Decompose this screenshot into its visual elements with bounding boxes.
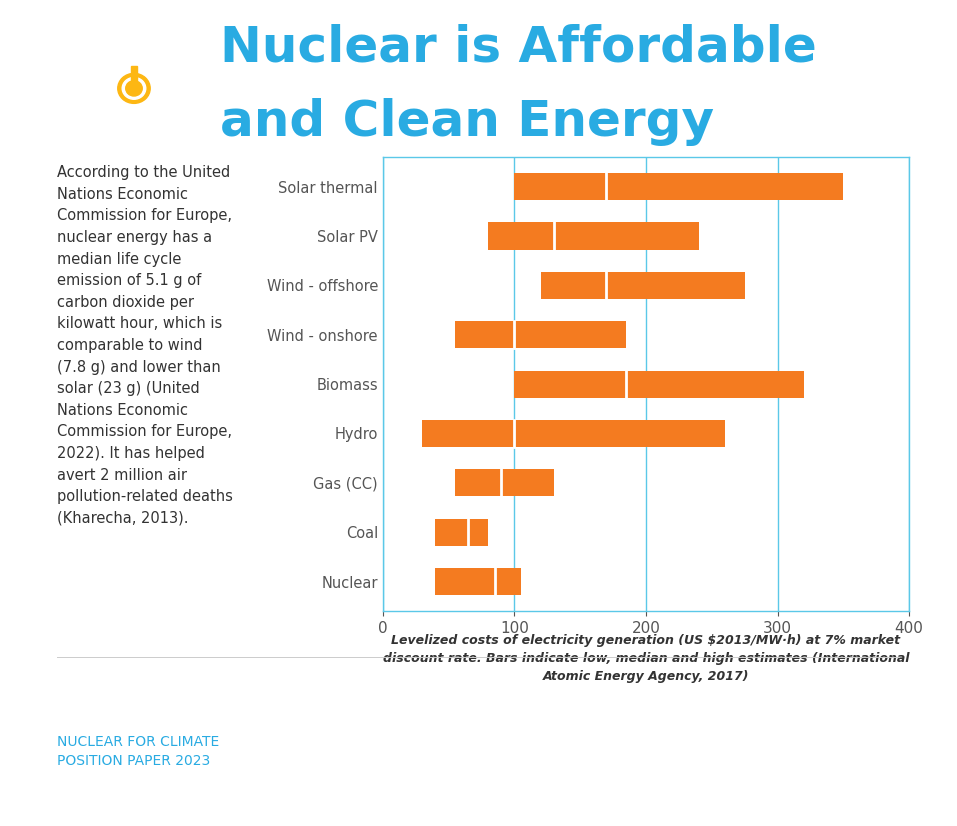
Bar xyxy=(435,568,521,596)
Circle shape xyxy=(104,61,164,116)
Circle shape xyxy=(118,74,150,103)
Text: Levelized costs of electricity generation (US $2013/MW·h) at 7% market
discount : Levelized costs of electricity generatio… xyxy=(383,634,909,682)
Circle shape xyxy=(122,78,145,99)
Text: NUCLEAR FOR CLIMATE
POSITION PAPER 2023: NUCLEAR FOR CLIMATE POSITION PAPER 2023 xyxy=(57,735,220,767)
Text: According to the United
Nations Economic
Commission for Europe,
nuclear energy h: According to the United Nations Economic… xyxy=(57,165,234,526)
Bar xyxy=(131,66,138,81)
Text: and Clean Energy: and Clean Energy xyxy=(220,98,714,146)
Bar xyxy=(456,469,554,496)
Text: Nuclear is Affordable: Nuclear is Affordable xyxy=(220,23,817,72)
Bar xyxy=(515,371,804,397)
Text: 7: 7 xyxy=(78,31,95,55)
Bar xyxy=(435,519,488,546)
Bar xyxy=(515,173,843,200)
Text: AFFORDABLE AND
CLEAN ENERGY: AFFORDABLE AND CLEAN ENERGY xyxy=(110,31,202,51)
Bar xyxy=(456,321,626,349)
Bar xyxy=(422,420,725,447)
Bar xyxy=(541,272,745,299)
Bar xyxy=(488,222,699,249)
Circle shape xyxy=(125,81,143,96)
